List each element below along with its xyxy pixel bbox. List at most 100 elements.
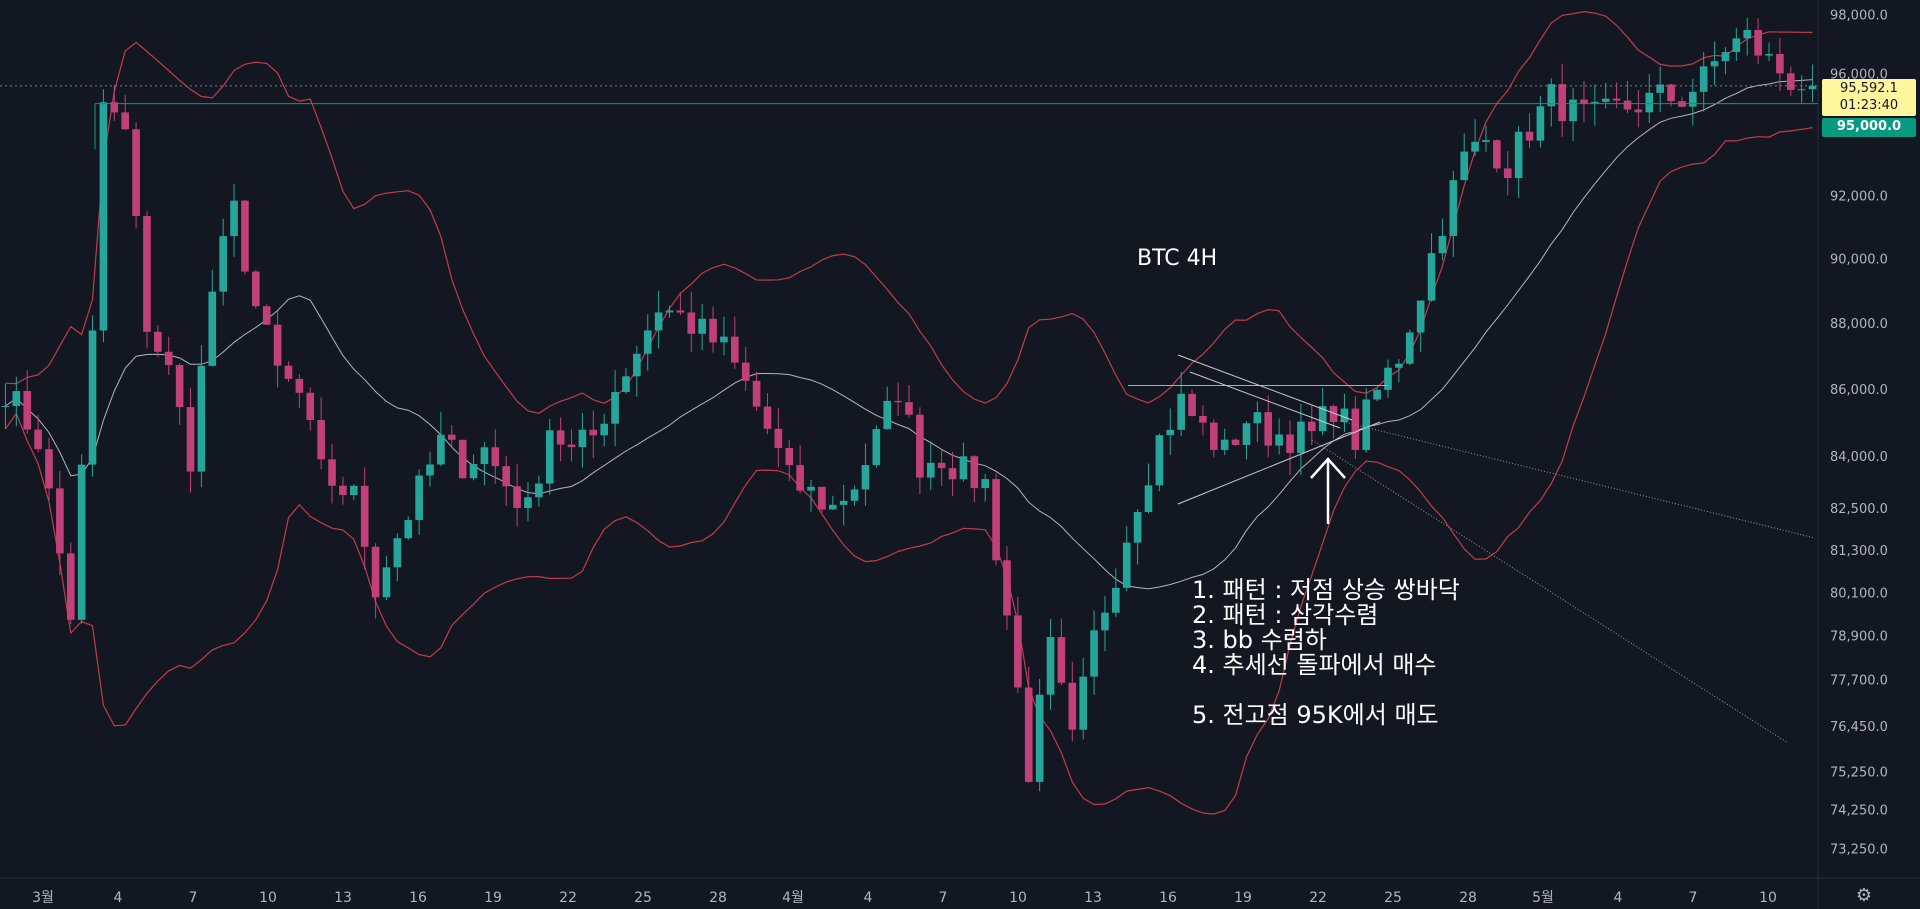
candle-body <box>1667 84 1675 102</box>
candle-body <box>796 465 804 491</box>
annotation-notes: 1. 패턴 : 저점 상승 쌍바닥 2. 패턴 : 삼각수렴 3. bb 수렴하… <box>1192 578 1460 728</box>
candles <box>1 17 1817 792</box>
candle-body <box>589 429 598 436</box>
candle-body <box>1122 542 1131 588</box>
candle-body <box>469 464 478 479</box>
candle-body <box>132 129 140 217</box>
x-tick-label: 13 <box>1084 890 1102 906</box>
bollinger-bands <box>4 10 1813 815</box>
y-tick-label: 80,100.0 <box>1830 586 1888 601</box>
candle-body <box>317 419 325 460</box>
candle-body <box>1569 99 1577 122</box>
candle-body <box>143 216 151 332</box>
candle-body <box>1427 253 1436 301</box>
candle-body <box>948 468 957 480</box>
candle-body <box>1580 99 1588 104</box>
candle-body <box>1362 399 1371 450</box>
candle-body <box>600 423 608 436</box>
candle-body <box>567 444 576 448</box>
x-tick-label: 28 <box>709 890 727 906</box>
candle-body <box>23 391 32 430</box>
candle-body <box>643 330 652 354</box>
candle-body <box>1449 180 1458 237</box>
candle-body <box>785 448 794 466</box>
candle-body <box>349 485 358 496</box>
candle-body <box>175 365 184 408</box>
candle-body <box>687 312 696 334</box>
candle-body <box>426 464 434 476</box>
candle-body <box>839 500 848 505</box>
candle-body <box>154 331 162 352</box>
candle-body <box>556 430 565 445</box>
candle-body <box>1307 421 1316 432</box>
candle-body <box>1166 429 1175 436</box>
candle-body <box>611 392 619 424</box>
candle-body <box>578 429 587 448</box>
candle-body <box>633 353 641 377</box>
candle-body <box>1493 140 1501 169</box>
candle-body <box>88 330 97 465</box>
y-tick-label: 73,250.0 <box>1830 843 1888 858</box>
candle-body <box>1231 439 1240 445</box>
candle-body <box>1623 100 1632 110</box>
candle-body <box>404 520 413 539</box>
candle-body <box>1438 236 1447 254</box>
candle-body <box>916 414 924 478</box>
y-tick-label: 78,900.0 <box>1830 630 1888 645</box>
x-tick-label: 7 <box>1689 890 1698 906</box>
candle-body <box>1503 168 1512 179</box>
candle-body <box>1765 54 1773 56</box>
candle-body <box>513 486 521 509</box>
x-tick-label: 5월 <box>1532 890 1554 906</box>
x-tick-label: 10 <box>1009 890 1027 906</box>
y-tick-label: 90,000.0 <box>1830 253 1888 268</box>
candle-body <box>1591 101 1599 104</box>
candle-body <box>1297 421 1305 453</box>
candle-body <box>1275 434 1283 446</box>
countdown-timer: 01:23:40 <box>1839 98 1899 113</box>
candle-body <box>1253 412 1262 424</box>
candle-body <box>545 430 554 484</box>
candle-body <box>1024 687 1033 782</box>
candle-body <box>284 365 293 379</box>
candle-body <box>1046 637 1055 695</box>
candle-body <box>937 462 946 469</box>
gear-icon[interactable]: ⚙ <box>1855 885 1873 906</box>
candle-body <box>447 434 456 440</box>
triangle-upper-trendline <box>1189 371 1341 429</box>
candle-body <box>1786 73 1795 91</box>
y-tick-label: 82,500.0 <box>1830 502 1888 517</box>
price-axis[interactable]: 98,000.0 96,000.0 92,000.0 90,000.0 88,000.0… <box>1830 9 1888 858</box>
last-price-tag: 95,592.1 01:23:40 <box>1822 79 1916 116</box>
candle-body <box>992 479 1000 561</box>
candle-body <box>121 112 130 130</box>
candle-body <box>437 434 445 465</box>
candle-body <box>665 310 674 313</box>
candle-body <box>1471 141 1479 152</box>
candle-body <box>1144 485 1153 513</box>
candle-body <box>1384 367 1392 390</box>
candle-body <box>12 391 21 407</box>
y-tick-label: 77,700.0 <box>1830 674 1888 689</box>
candle-body <box>164 351 173 366</box>
candle-body <box>1721 52 1730 62</box>
x-tick-label: 25 <box>1384 890 1402 906</box>
time-axis[interactable]: 3월 4 7 10 13 16 19 22 25 28 4월 4 7 10 13 16 19 22 25 28 5월 4 7… <box>32 890 1777 906</box>
candle-body <box>1155 435 1164 486</box>
candle-body <box>306 392 315 420</box>
level-price-tag: 95,000.0 <box>1822 118 1916 137</box>
candle-body <box>861 465 870 490</box>
candle-body <box>1079 676 1087 730</box>
y-tick-label: 86,000.0 <box>1830 383 1888 398</box>
candle-body <box>872 429 881 466</box>
x-tick-label: 4 <box>114 890 123 906</box>
candle-body <box>110 102 119 113</box>
note-line: 4. 추세선 돌파에서 매수 <box>1192 651 1437 679</box>
candle-body <box>1558 84 1566 122</box>
x-tick-label: 22 <box>559 890 577 906</box>
x-tick-label: 16 <box>409 890 427 906</box>
candle-body <box>828 504 837 510</box>
x-tick-label: 10 <box>1759 890 1777 906</box>
